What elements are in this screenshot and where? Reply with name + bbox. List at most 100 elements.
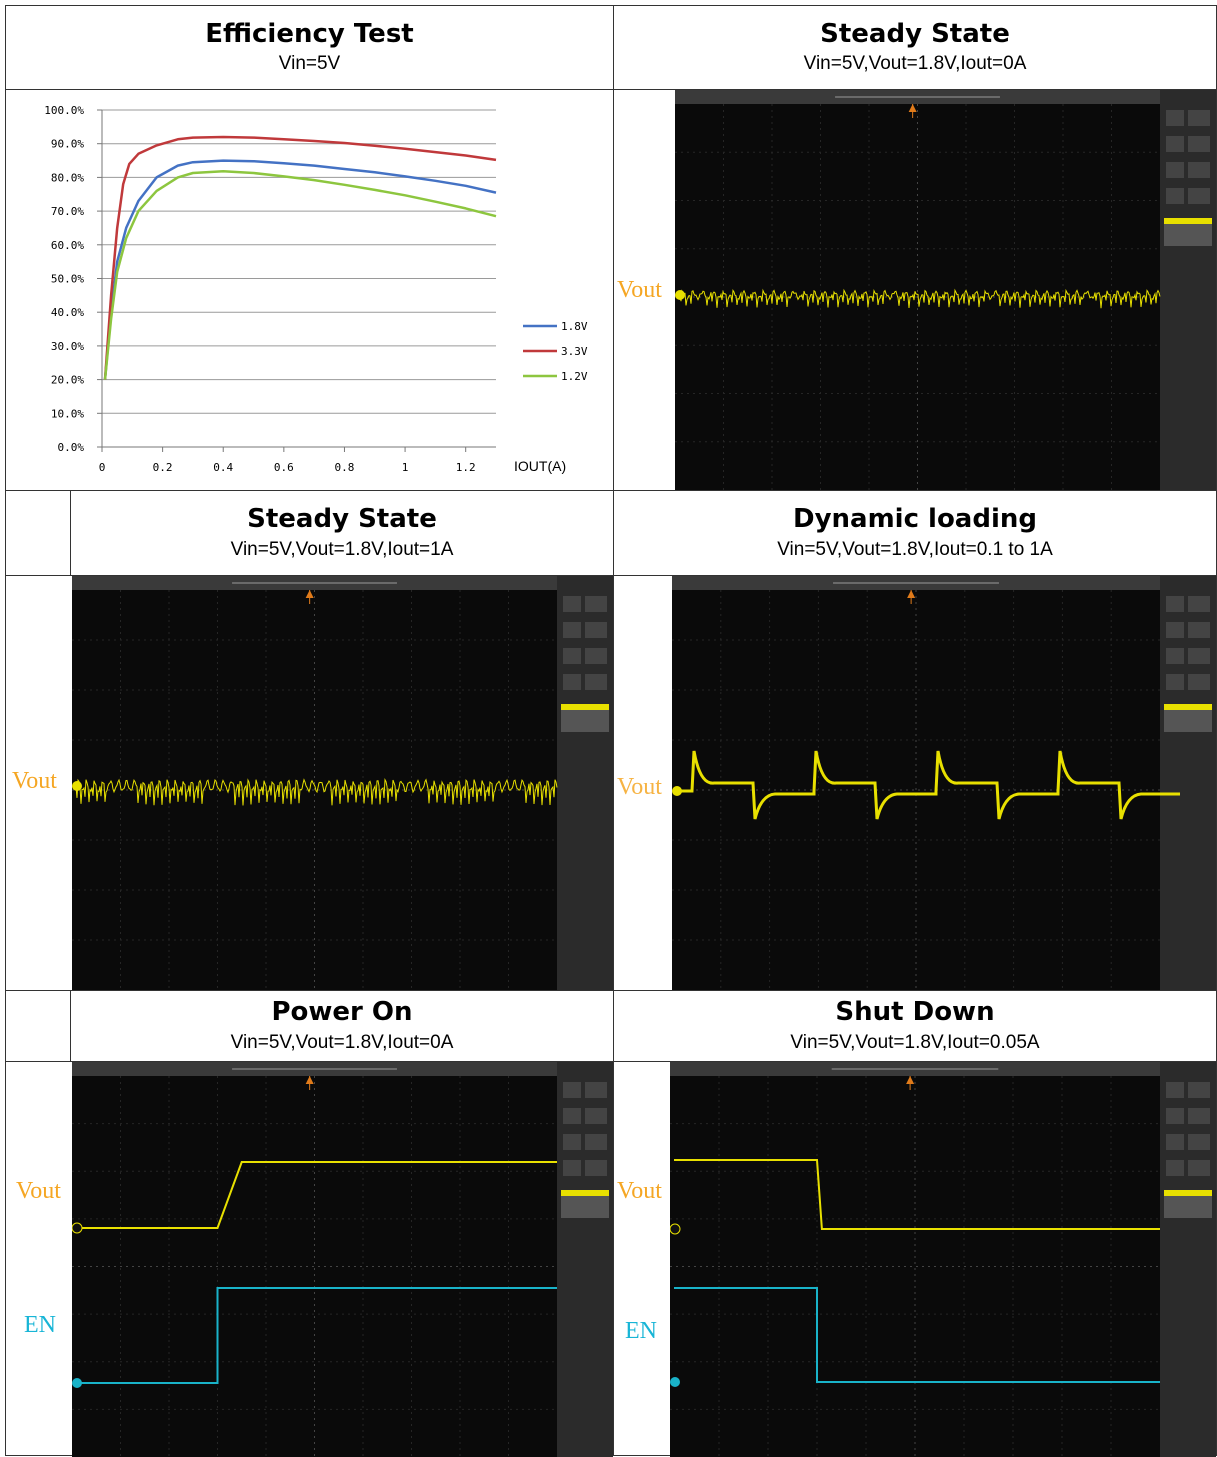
scope-menu-button	[585, 648, 607, 664]
scope-menu-button	[1166, 162, 1184, 178]
series-line-1.8V	[103, 159, 497, 380]
steady0-subtitle: Vin=5V,Vout=1.8V,Iout=0A	[803, 53, 1027, 75]
poweron-subtitle: Vin=5V,Vout=1.8V,Iout=0A	[230, 1031, 454, 1053]
scope-menu-button	[1188, 162, 1210, 178]
y-tick-label: 50.0%	[51, 273, 84, 286]
poweron-title-cell: Power On Vin=5V,Vout=1.8V,Iout=0A	[70, 990, 614, 1062]
scope-menu-button	[1166, 136, 1184, 152]
scope-side-panel	[557, 1062, 613, 1457]
scope-menu-button	[585, 1108, 607, 1124]
x-tick-label: 1	[402, 461, 409, 474]
scope-menu-button	[1188, 1108, 1210, 1124]
efficiency-title-cell: Efficiency Test Vin=5V	[5, 5, 614, 90]
y-tick-label: 30.0%	[51, 340, 84, 353]
scope-background	[72, 576, 613, 990]
efficiency-chart-cell: 0.0% 10.0% 20.0% 30.0% 40.0% 50.0% 60.0% 70.0% 8…	[5, 89, 614, 491]
series-line-3.3V	[103, 135, 497, 380]
steady1-subtitle: Vin=5V,Vout=1.8V,Iout=1A	[230, 538, 454, 560]
series-line-1.2V	[103, 170, 497, 380]
scope-menu-button	[585, 596, 607, 612]
vout-label: Vout	[617, 774, 662, 800]
scope-menu-button	[1166, 1160, 1184, 1176]
scope-menu-button	[585, 1082, 607, 1098]
vout-label: Vout	[617, 277, 662, 303]
poweron-title: Power On	[271, 997, 413, 1028]
scope-menu-button	[1166, 596, 1184, 612]
en-label: EN	[625, 1318, 657, 1344]
x-tick-label: 0.4	[213, 461, 233, 474]
scope-measure-header	[561, 1190, 609, 1196]
steady1-scope-cell: Vout	[5, 575, 614, 991]
scope-background	[72, 1062, 613, 1457]
legend-label: 3.3V	[561, 345, 588, 358]
scope-side-panel	[1160, 90, 1216, 490]
scope-menu-button	[1166, 1108, 1184, 1124]
scope-side-panel	[557, 576, 613, 990]
en-trace	[76, 1287, 557, 1384]
vout-label: Vout	[12, 768, 57, 794]
scope-menu-button	[563, 596, 581, 612]
vout-trace	[76, 1161, 557, 1229]
scope-menu-button	[1166, 648, 1184, 664]
steady1-title: Steady State	[247, 504, 437, 535]
ch1-marker	[72, 781, 82, 791]
scope-menu-button	[1188, 110, 1210, 126]
efficiency-title: Efficiency Test	[205, 18, 414, 49]
shutdown-title-cell: Shut Down Vin=5V,Vout=1.8V,Iout=0.05A	[613, 990, 1217, 1062]
scope-measure-header	[561, 704, 609, 710]
scope-menu-button	[585, 622, 607, 638]
scope-measure-header	[1164, 704, 1212, 710]
scope-menu-button	[1188, 648, 1210, 664]
ch1-marker	[672, 786, 682, 796]
scope-menu-button	[1166, 1082, 1184, 1098]
scope-menu-button	[585, 1134, 607, 1150]
vout-label: Vout	[16, 1178, 61, 1204]
steady0-title: Steady State	[820, 18, 1010, 49]
scope-menu-button	[563, 1108, 581, 1124]
ch2-marker	[670, 1377, 680, 1387]
x-axis-label: IOUT(A)	[514, 458, 566, 474]
row3-left-gutter	[5, 990, 71, 1062]
scope-menu-button	[1188, 1160, 1210, 1176]
scope-menu-button	[1188, 1134, 1210, 1150]
scope-background	[672, 576, 1216, 990]
scope-menu-button	[1166, 622, 1184, 638]
dynamic-scope-screen	[672, 576, 1216, 990]
vout-trace	[75, 778, 558, 806]
poweron-scope-cell: Vout EN	[5, 1061, 614, 1457]
scope-menu-button	[585, 674, 607, 690]
ch2-marker	[72, 1378, 82, 1388]
vout-trace	[678, 288, 1161, 309]
scope-menu-button	[585, 1160, 607, 1176]
dynamic-title-cell: Dynamic loading Vin=5V,Vout=1.8V,Iout=0.…	[613, 490, 1217, 576]
poweron-scope-screen	[72, 1062, 613, 1457]
steady0-scope-cell: Vout	[613, 89, 1217, 491]
y-tick-label: 80.0%	[51, 171, 84, 184]
scope-background	[675, 90, 1216, 490]
shutdown-scope-cell: Vout EN	[613, 1061, 1217, 1457]
dynamic-subtitle: Vin=5V,Vout=1.8V,Iout=0.1 to 1A	[777, 538, 1053, 560]
y-tick-label: 0.0%	[58, 441, 85, 454]
steady0-scope-screen	[675, 90, 1216, 490]
efficiency-chart: 0.0% 10.0% 20.0% 30.0% 40.0% 50.0% 60.0% 70.0% 8…	[44, 104, 588, 474]
scope-menu-button	[563, 1160, 581, 1176]
scope-menu-button	[563, 1134, 581, 1150]
y-tick-label: 20.0%	[51, 374, 84, 387]
scope-menu-button	[1188, 622, 1210, 638]
shutdown-scope-screen	[670, 1062, 1216, 1457]
ch1-marker	[670, 1223, 681, 1235]
scope-menu-button	[1166, 110, 1184, 126]
x-tick-label: 0.8	[335, 461, 355, 474]
shutdown-title: Shut Down	[835, 997, 995, 1028]
scope-menu-button	[563, 648, 581, 664]
scope-menu-button	[1188, 596, 1210, 612]
ch1-marker	[72, 1222, 83, 1234]
scope-measure-header	[1164, 218, 1212, 224]
scope-menu-button	[563, 1082, 581, 1098]
scope-measure-header	[1164, 1190, 1212, 1196]
dynamic-title: Dynamic loading	[792, 504, 1038, 535]
y-tick-label: 90.0%	[51, 138, 84, 151]
scope-menu-button	[1188, 1082, 1210, 1098]
x-tick-label: 0.6	[274, 461, 294, 474]
vout-label: Vout	[617, 1178, 662, 1204]
